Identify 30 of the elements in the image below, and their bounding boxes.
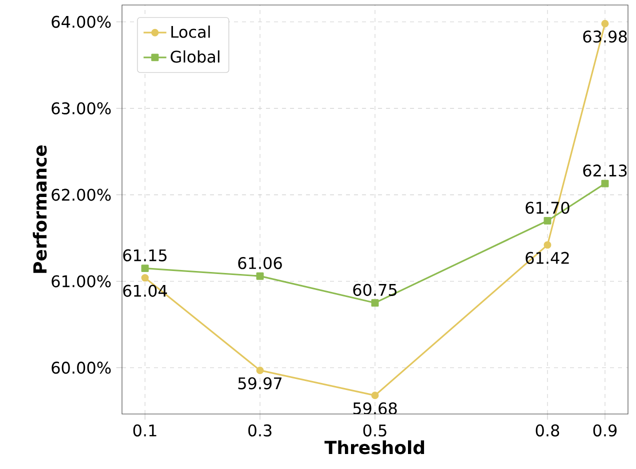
- y-tick-label: 62.00%: [52, 188, 111, 201]
- data-label: 61.06: [238, 257, 282, 270]
- x-tick-label: 0.8: [536, 424, 560, 437]
- y-tick-label: 63.00%: [52, 102, 111, 114]
- x-tick-label: 0.5: [363, 424, 386, 437]
- x-axis-title: Threshold: [324, 440, 424, 454]
- point: [371, 392, 379, 400]
- legend-label: Local: [171, 26, 210, 38]
- point: [256, 272, 264, 280]
- point: [256, 366, 264, 374]
- data-label: 60.75: [353, 284, 396, 296]
- point: [141, 274, 149, 282]
- x-tick-label: 0.3: [248, 424, 272, 437]
- point: [141, 264, 149, 272]
- data-label: 59.68: [353, 402, 397, 414]
- point: [371, 299, 379, 307]
- point: [544, 241, 552, 249]
- y-tick-label: 60.00%: [52, 362, 111, 374]
- point: [601, 180, 609, 188]
- x-tick-label: 0.1: [133, 424, 156, 437]
- y-tick-label: 61.00%: [52, 275, 111, 288]
- x-tick-label: 0.9: [593, 424, 617, 437]
- point: [601, 20, 609, 28]
- legend-label: Global: [170, 50, 220, 63]
- point: [544, 217, 552, 224]
- data-label: 61.15: [123, 249, 166, 262]
- y-axis-title: Performance: [32, 145, 47, 273]
- data-label: 62.13: [583, 164, 627, 177]
- y-tick-label: 64.00%: [52, 16, 111, 28]
- data-label: 59.97: [238, 377, 282, 390]
